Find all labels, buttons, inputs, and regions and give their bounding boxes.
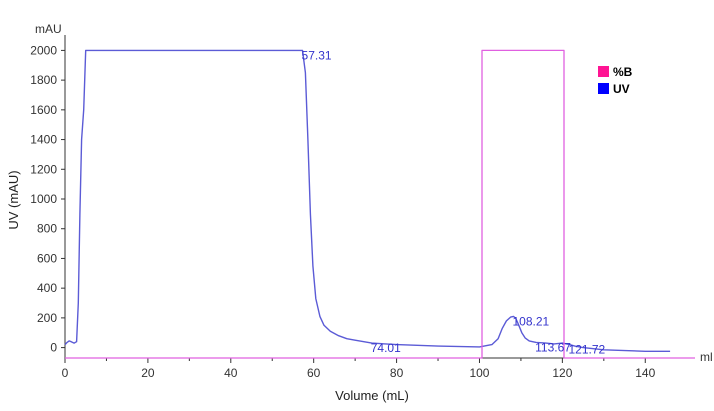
series-line-b: [65, 49, 695, 359]
series-line-uv: [64, 49, 671, 352]
x-tick-label: 120: [552, 366, 572, 380]
legend: %B UV: [598, 65, 633, 96]
x-axis-title: Volume (mL): [335, 388, 409, 403]
peak-label: 57.31: [302, 48, 332, 62]
y-tick-label: 1400: [30, 133, 57, 147]
y-tick-label: 1000: [30, 192, 57, 206]
legend-label-b: %B: [613, 65, 633, 79]
y-tick-label: 600: [37, 251, 57, 265]
y-axis-unit: mAU: [35, 22, 62, 36]
series-layer: [64, 49, 695, 359]
x-axis-unit: ml: [700, 350, 713, 364]
y-tick-label: 2000: [30, 43, 57, 57]
y-tick-label: 1600: [30, 103, 57, 117]
y-tick-label: 200: [37, 311, 57, 325]
legend-swatch-uv: [598, 83, 609, 94]
peak-label: 74.01: [371, 341, 401, 355]
y-tick-label: 1200: [30, 162, 57, 176]
y-axis-title: UV (mAU): [6, 170, 21, 229]
legend-swatch-b: [598, 66, 609, 77]
tick-marks: 0 200 400 600 800 1000 1200 1400 1600 1800 2000 0 20…: [30, 43, 655, 380]
legend-label-uv: UV: [613, 82, 630, 96]
x-tick-label: 80: [390, 366, 404, 380]
peak-label: 108.21: [513, 314, 550, 328]
y-tick-label: 1800: [30, 73, 57, 87]
x-tick-label: 40: [224, 366, 238, 380]
peak-label: 113.67: [535, 340, 571, 354]
x-tick-label: 140: [635, 366, 655, 380]
y-tick-label: 800: [37, 222, 57, 236]
y-tick-label: 400: [37, 281, 57, 295]
x-tick-label: 60: [307, 366, 321, 380]
x-tick-label: 100: [469, 366, 489, 380]
x-tick-label: 0: [62, 366, 69, 380]
peak-label: 121.72: [568, 343, 605, 357]
y-tick-label: 0: [50, 341, 57, 355]
x-tick-label: 20: [141, 366, 155, 380]
